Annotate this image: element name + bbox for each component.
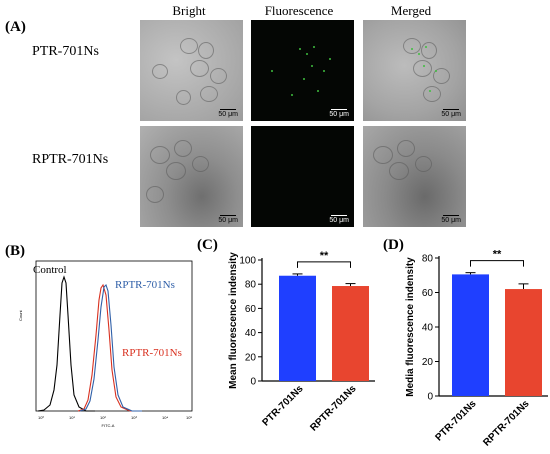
y-tick-label: 40 — [245, 328, 257, 339]
y-tick-label: 100 — [239, 256, 256, 267]
scale-bar-label: 50 μm — [218, 217, 238, 224]
x-tick-label: RPTR-701Ns — [481, 398, 532, 449]
column-header-merged: Merged — [390, 3, 432, 18]
histogram-tick: 10¹ — [69, 415, 75, 420]
histogram-tick: 10² — [100, 415, 106, 420]
legend-red: RPTR-701Ns — [122, 347, 182, 359]
histogram-curve-blue — [79, 283, 142, 412]
panel-d-label: (D) — [383, 237, 404, 253]
x-tick-label: RPTR-701Ns — [308, 383, 359, 434]
significance-bracket — [470, 260, 524, 267]
micrograph-fluorescence-ptr: 50 μm — [251, 20, 354, 121]
row-label-rptr: RPTR-701Ns — [32, 152, 109, 167]
scale-bar-label: 50 μm — [441, 217, 461, 224]
column-header-fluorescence: Fluorescence — [264, 3, 334, 18]
flow-histogram: Count FITC-A 10⁰ 10¹ 10² 10³ 10⁴ 10⁵ Con… — [18, 260, 193, 428]
x-tick-label: PTR-701Ns — [433, 398, 478, 443]
micrograph-fluorescence-rptr: 50 μm — [251, 126, 354, 227]
histogram-curve-red — [77, 283, 140, 412]
bar — [452, 274, 489, 396]
scale-bar-label: 50 μm — [329, 111, 349, 118]
y-tick-label: 40 — [422, 323, 434, 334]
micrograph-merged-ptr: 50 μm — [363, 20, 466, 121]
histogram-x-ticks: 10⁰ 10¹ 10² 10³ 10⁴ 10⁵ — [38, 415, 192, 420]
column-header-bright: Bright — [172, 3, 206, 18]
histogram-x-label: FITC-A — [102, 423, 115, 428]
legend-control: Control — [33, 264, 67, 276]
y-tick-label: 20 — [422, 357, 434, 368]
bar-chart-median: Media fluorescence indensity 0 20 40 60 80 PTR… — [405, 249, 548, 449]
micrograph-bright-rptr: 50 μm — [140, 126, 243, 227]
y-tick-label: 60 — [422, 288, 434, 299]
bar-chart-mean: Mean fluorescence indensity 0 20 40 60 80 100 P… — [228, 250, 375, 434]
bar — [279, 275, 316, 381]
scale-bar-label: 50 μm — [329, 217, 349, 224]
significance-marker: ** — [320, 250, 329, 262]
histogram-curve-control — [37, 275, 95, 412]
micrograph-bright-ptr: 50 μm — [140, 20, 243, 121]
row-label-ptr: PTR-701Ns — [32, 44, 99, 59]
y-axis-label: Mean fluorescence indensity — [228, 252, 239, 389]
y-axis-label: Media fluorescence indensity — [405, 257, 416, 397]
bar — [505, 289, 542, 396]
histogram-tick: 10⁵ — [186, 415, 192, 420]
panel-c-label: (C) — [197, 237, 218, 253]
y-tick-label: 20 — [245, 352, 257, 363]
panel-b-label: (B) — [5, 243, 25, 259]
scale-bar-label: 50 μm — [218, 111, 238, 118]
bar — [332, 286, 369, 381]
y-tick-label: 0 — [250, 377, 256, 388]
scale-bar-label: 50 μm — [441, 111, 461, 118]
y-tick-label: 80 — [245, 280, 257, 291]
y-tick-label: 0 — [427, 392, 433, 403]
histogram-y-label: Count — [18, 309, 23, 321]
x-tick-label: PTR-701Ns — [260, 383, 305, 428]
histogram-tick: 10⁰ — [38, 415, 44, 420]
legend-blue: RPTR-701Ns — [115, 279, 175, 291]
micrograph-merged-rptr: 50 μm — [363, 126, 466, 227]
histogram-tick: 10⁴ — [162, 415, 168, 420]
y-tick-label: 60 — [245, 304, 257, 315]
y-tick-label: 80 — [422, 254, 434, 265]
histogram-frame — [35, 260, 193, 412]
significance-bracket — [297, 261, 351, 268]
histogram-tick: 10³ — [131, 415, 137, 420]
panel-a-label: (A) — [5, 19, 26, 35]
significance-marker: ** — [493, 249, 502, 261]
